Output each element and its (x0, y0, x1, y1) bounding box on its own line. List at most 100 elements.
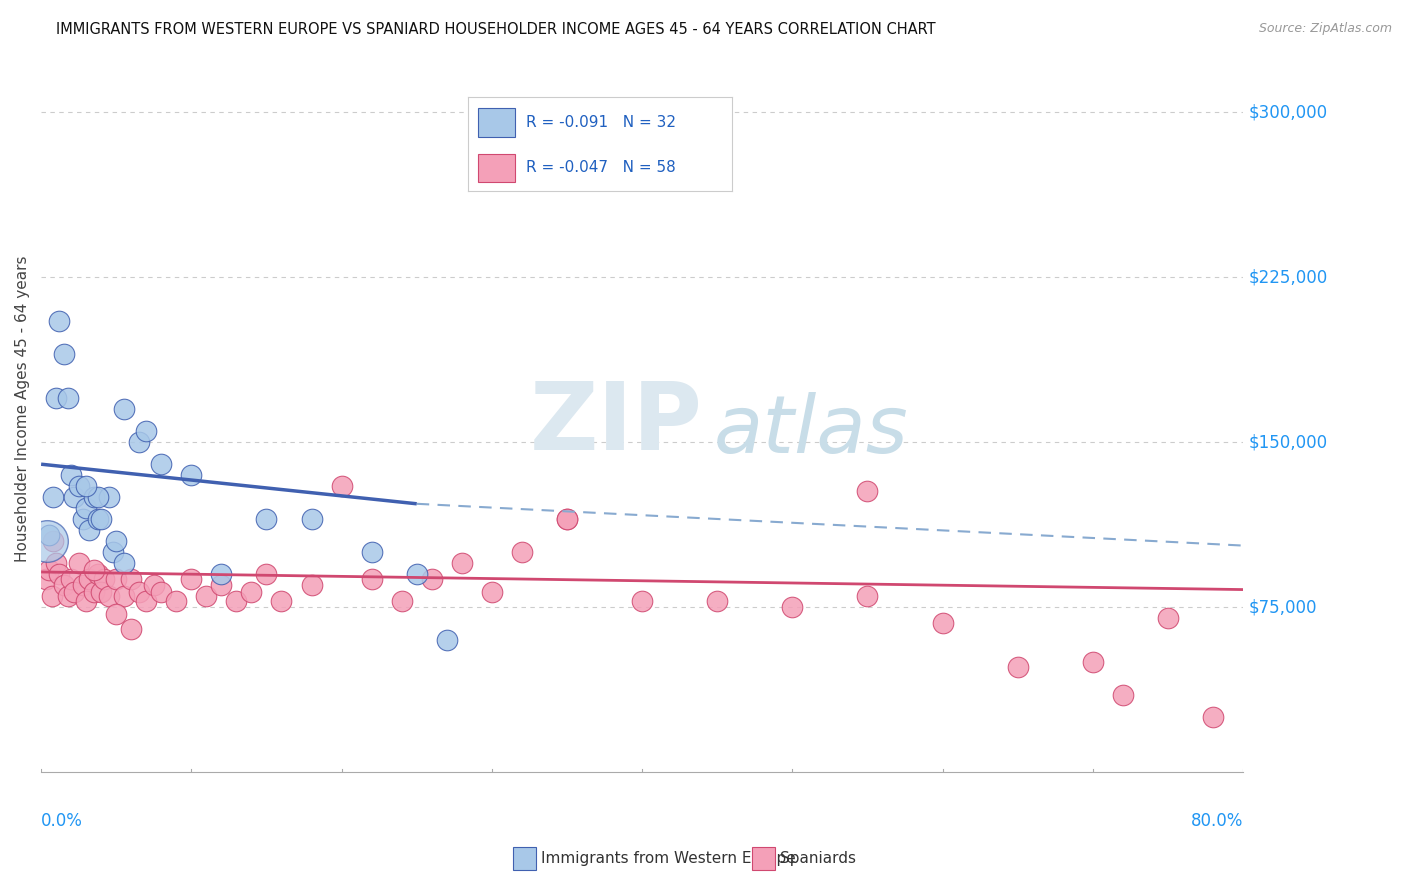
Point (481, 584, 503, 599)
Y-axis label: Householder Income Ages 45 - 64 years: Householder Income Ages 45 - 64 years (15, 256, 30, 563)
Point (420, 572, 443, 586)
Point (105, 534, 128, 549)
Point (209, 567, 232, 582)
Point (93, 572, 115, 586)
Point (52, 578, 75, 592)
Point (63, 490, 86, 504)
Point (41, 589, 63, 603)
Point (360, 545, 382, 559)
Point (120, 622, 142, 636)
Point (75, 479, 97, 493)
Point (142, 578, 165, 592)
Point (1157, 611, 1180, 625)
Point (256, 567, 278, 582)
Text: atlas: atlas (714, 392, 908, 470)
Point (330, 479, 353, 493)
Point (72, 578, 94, 592)
Point (391, 593, 413, 607)
Point (103, 545, 125, 559)
Point (34, 572, 56, 586)
Point (63, 584, 86, 599)
Point (510, 545, 533, 559)
Point (112, 402, 135, 417)
Point (240, 584, 263, 599)
Point (135, 424, 157, 438)
Text: Immigrants from Western Europe: Immigrants from Western Europe (541, 851, 796, 866)
Text: $150,000: $150,000 (1249, 434, 1329, 451)
Point (48, 314, 70, 328)
Point (42, 534, 65, 549)
Point (301, 512, 323, 526)
Point (45, 556, 67, 570)
Point (112, 556, 135, 570)
Point (301, 578, 323, 592)
Point (195, 589, 218, 603)
Point (83, 584, 105, 599)
Point (270, 593, 292, 607)
Point (555, 512, 578, 526)
Point (75, 501, 97, 516)
Point (67, 556, 90, 570)
Text: Spaniards: Spaniards (780, 851, 856, 866)
Point (56, 589, 79, 603)
Point (37, 534, 59, 549)
Point (38, 527, 60, 541)
Point (83, 490, 105, 504)
Point (56, 391, 79, 405)
Point (87, 490, 110, 504)
Point (90, 584, 112, 599)
Point (105, 572, 128, 586)
Point (83, 563, 105, 577)
Point (77, 572, 100, 586)
Point (112, 589, 135, 603)
Point (60, 468, 83, 483)
Point (150, 584, 173, 599)
Point (135, 593, 157, 607)
Point (931, 615, 953, 630)
Point (256, 512, 278, 526)
Point (1007, 659, 1029, 673)
Point (97, 490, 120, 504)
Point (856, 589, 879, 603)
Text: $225,000: $225,000 (1249, 268, 1329, 286)
Point (209, 578, 232, 592)
Point (42, 490, 65, 504)
Point (105, 607, 128, 621)
Point (555, 512, 578, 526)
Point (180, 572, 202, 586)
Text: 80.0%: 80.0% (1191, 812, 1243, 830)
Point (436, 633, 458, 648)
Text: 0.0%: 0.0% (41, 812, 83, 830)
Point (97, 589, 120, 603)
Point (128, 435, 150, 450)
Point (405, 567, 427, 582)
Text: IMMIGRANTS FROM WESTERN EUROPE VS SPANIARD HOUSEHOLDER INCOME AGES 45 - 64 YEARS: IMMIGRANTS FROM WESTERN EUROPE VS SPANIA… (56, 22, 936, 37)
Point (48, 567, 70, 582)
Point (631, 593, 654, 607)
Point (45, 391, 67, 405)
Text: Source: ZipAtlas.com: Source: ZipAtlas.com (1258, 22, 1392, 36)
Point (1202, 710, 1225, 724)
Point (87, 512, 110, 526)
Point (120, 572, 142, 586)
Point (150, 457, 173, 471)
Point (60, 572, 83, 586)
Point (67, 479, 90, 493)
Point (1112, 688, 1135, 702)
Point (38, 563, 60, 577)
Point (706, 593, 728, 607)
Point (856, 483, 879, 498)
Point (87, 567, 110, 582)
Point (1081, 655, 1104, 669)
Text: ZIP: ZIP (529, 377, 702, 470)
Point (77, 523, 100, 537)
Text: $300,000: $300,000 (1249, 103, 1329, 121)
Point (75, 593, 97, 607)
Point (782, 600, 804, 615)
Point (128, 584, 150, 599)
Text: $75,000: $75,000 (1249, 599, 1317, 616)
Point (180, 468, 202, 483)
Point (90, 512, 112, 526)
Point (52, 347, 75, 361)
Point (165, 593, 187, 607)
